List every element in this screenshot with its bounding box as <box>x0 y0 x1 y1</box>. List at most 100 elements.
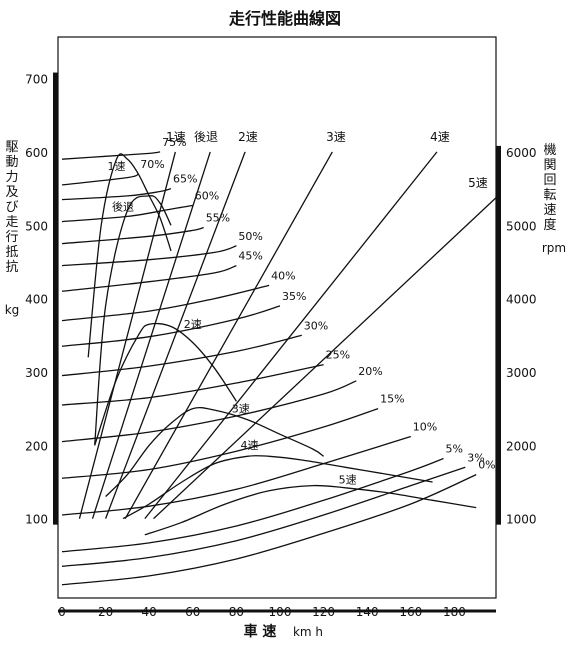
resistance-curve-12 <box>61 226 204 245</box>
right-axis-bar <box>496 145 501 525</box>
x-tick-label: 40 <box>142 605 157 619</box>
axis-label-char: 機 <box>543 143 557 158</box>
resistance-label-12: 55% <box>206 211 230 224</box>
gear-label-top-2: 2速 <box>238 130 258 144</box>
gear-label-top-5: 5速 <box>468 176 488 190</box>
axis-label-char: 抗 <box>5 260 19 275</box>
driving-force-curve-3 <box>105 406 324 498</box>
engine-speed-line-2 <box>104 151 246 519</box>
axis-label-char: 関 <box>543 158 557 173</box>
gear-label-inside-5: 5速 <box>339 473 357 486</box>
resistance-curve-13 <box>61 204 193 223</box>
gear-label-inside-4: 4速 <box>240 439 258 452</box>
axis-label-char: び <box>5 200 19 215</box>
y-left-tick-label: 100 <box>25 513 48 527</box>
axis-label-char: 行 <box>5 230 19 245</box>
x-tick-label: 180 <box>443 605 466 619</box>
y-left-tick-label: 700 <box>25 73 48 87</box>
resistance-curve-4 <box>61 407 379 479</box>
x-tick-label: 140 <box>356 605 379 619</box>
resistance-curve-16 <box>61 151 161 160</box>
x-tick-label: 100 <box>269 605 292 619</box>
axis-label-char: 回 <box>543 173 557 188</box>
gear-label-inside-2: 2速 <box>184 318 202 331</box>
resistance-label-13: 60% <box>195 189 219 202</box>
resistance-label-11: 50% <box>238 230 262 243</box>
resistance-label-8: 35% <box>282 290 306 303</box>
engine-speed-line-5 <box>153 195 499 520</box>
y-right-tick-label: 3000 <box>506 366 537 380</box>
resistance-curve-7 <box>61 334 302 377</box>
y-left-tick-label: 300 <box>25 366 48 380</box>
resistance-label-3: 10% <box>413 420 437 433</box>
axis-label-char: 抵 <box>5 245 19 260</box>
y-left-tick-label: 200 <box>25 439 48 453</box>
resistance-label-15: 70% <box>140 158 164 171</box>
y-left-tick-label: 500 <box>25 219 48 233</box>
engine-speed-line-3 <box>124 151 333 519</box>
resistance-label-1: 3% <box>467 451 484 464</box>
x-tick-label: 20 <box>98 605 113 619</box>
resistance-label-4: 15% <box>380 393 404 406</box>
y-left-unit: kg <box>5 303 20 317</box>
driving-force-curve-0 <box>87 153 172 358</box>
resistance-curve-11 <box>61 245 237 267</box>
y-left-tick-label: 600 <box>25 146 48 160</box>
resistance-label-14: 65% <box>173 173 197 186</box>
resistance-label-5: 20% <box>358 365 382 378</box>
axis-label-char: 走 <box>5 215 19 230</box>
x-tick-label: 160 <box>399 605 422 619</box>
axis-label-char: 力 <box>5 170 19 185</box>
x-tick-label: 80 <box>229 605 244 619</box>
gear-label-inside-0: 1速 <box>108 160 126 173</box>
resistance-curve-15 <box>61 173 139 186</box>
left-axis-bar <box>53 72 58 525</box>
y-right-unit: rpm <box>542 241 566 255</box>
axis-label-char: 転 <box>543 188 557 203</box>
chart-title: 走行性能曲線図 <box>228 9 341 28</box>
engine-speed-line-1 <box>91 151 211 519</box>
driving-force-curve-5 <box>144 484 477 536</box>
resistance-curve-8 <box>61 305 281 347</box>
x-tick-label: 0 <box>58 605 66 619</box>
resistance-curve-14 <box>61 187 172 201</box>
driving-force-curve-1 <box>94 195 172 446</box>
resistance-label-2: 5% <box>446 443 463 456</box>
gear-label-top-1: 後退 <box>194 130 218 144</box>
gear-label-top-3: 3速 <box>326 130 346 144</box>
y-left-label: 駆動力及び走行抵抗 <box>2 140 22 275</box>
y-right-tick-label: 5000 <box>506 219 537 233</box>
gear-label-inside-3: 3速 <box>232 402 250 415</box>
resistance-label-10: 45% <box>238 250 262 263</box>
gear-label-top-4: 4速 <box>430 130 450 144</box>
axis-label-char: 動 <box>5 155 19 170</box>
resistance-label-6: 25% <box>326 349 350 362</box>
y-right-tick-label: 1000 <box>506 513 537 527</box>
y-right-label: 機関回転速度 <box>540 143 560 233</box>
resistance-curve-3 <box>61 435 411 516</box>
x-axis-unit: km h <box>293 625 323 639</box>
resistance-curve-6 <box>61 363 324 406</box>
y-right-tick-label: 6000 <box>506 146 537 160</box>
plot-frame <box>57 36 497 599</box>
resistance-label-7: 30% <box>304 319 328 332</box>
axis-label-char: 度 <box>543 218 557 233</box>
y-left-tick-label: 400 <box>25 293 48 307</box>
resistance-curve-1 <box>61 466 466 567</box>
plot-area <box>53 36 501 613</box>
driving-force-curve-2 <box>94 322 237 446</box>
resistance-curve-9 <box>61 284 270 322</box>
resistance-curve-2 <box>61 457 444 553</box>
resistance-curve-10 <box>61 264 237 292</box>
gear-label-top-0: 1速 <box>166 130 186 144</box>
x-tick-label: 120 <box>312 605 335 619</box>
engine-speed-line-0 <box>78 151 176 519</box>
gear-label-inside-1: 後退 <box>112 200 134 214</box>
axis-label-char: 速 <box>543 203 557 218</box>
y-right-tick-label: 2000 <box>506 439 537 453</box>
resistance-label-0: 0% <box>478 459 495 472</box>
axis-label-char: 及 <box>5 185 19 200</box>
